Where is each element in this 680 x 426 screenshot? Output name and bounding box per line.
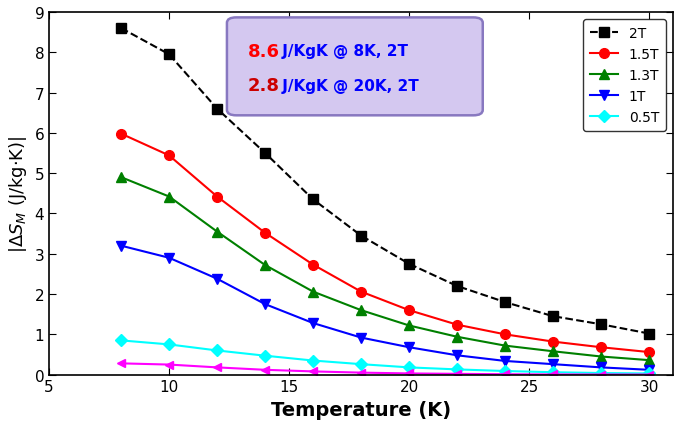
1.5T xyxy=(117,132,125,137)
1.5T xyxy=(645,350,653,355)
1.5T xyxy=(597,345,605,350)
Legend: 2T, 1.5T, 1.3T, 1T, 0.5T: 2T, 1.5T, 1.3T, 1T, 0.5T xyxy=(583,20,666,131)
0.5T xyxy=(357,362,365,367)
1.5T xyxy=(357,289,365,294)
1T xyxy=(357,335,365,340)
0.5T xyxy=(597,371,605,376)
1.5T xyxy=(405,308,413,313)
0.5T xyxy=(645,371,653,376)
Text: 2.8: 2.8 xyxy=(248,77,279,95)
Text: J/KgK @ 20K, 2T: J/KgK @ 20K, 2T xyxy=(277,79,420,94)
1T xyxy=(645,367,653,372)
Line: 0.5T: 0.5T xyxy=(117,337,653,378)
1.5T xyxy=(309,262,317,268)
1.3T xyxy=(501,343,509,348)
FancyBboxPatch shape xyxy=(227,18,483,116)
2T xyxy=(213,107,221,112)
Line: 1T: 1T xyxy=(116,241,654,375)
1.3T xyxy=(117,175,125,180)
0.5T xyxy=(453,367,461,372)
Line: 2T: 2T xyxy=(116,24,654,339)
2T xyxy=(165,52,173,58)
1T xyxy=(453,353,461,358)
0.5T xyxy=(213,348,221,353)
1T xyxy=(165,256,173,261)
1.5T xyxy=(261,231,269,236)
1T xyxy=(501,359,509,364)
0.5T xyxy=(165,342,173,347)
0.5T xyxy=(501,368,509,374)
1.5T xyxy=(213,195,221,200)
2T xyxy=(261,151,269,156)
1T xyxy=(309,321,317,326)
1T xyxy=(261,302,269,307)
Text: J/KgK @ 8K, 2T: J/KgK @ 8K, 2T xyxy=(277,44,409,59)
2T xyxy=(405,262,413,267)
1.3T xyxy=(309,289,317,294)
1.3T xyxy=(549,349,557,354)
2T xyxy=(309,197,317,202)
1T xyxy=(597,365,605,370)
0.5T xyxy=(549,370,557,375)
0.5T xyxy=(117,338,125,343)
1T xyxy=(117,244,125,249)
1.3T xyxy=(213,230,221,235)
2T xyxy=(453,284,461,289)
1T xyxy=(549,362,557,367)
Line: 1.3T: 1.3T xyxy=(116,173,654,365)
1.5T xyxy=(501,332,509,337)
2T xyxy=(645,331,653,336)
1.3T xyxy=(165,195,173,200)
2T xyxy=(549,314,557,319)
2T xyxy=(117,26,125,32)
1T xyxy=(405,345,413,350)
0.5T xyxy=(309,358,317,363)
1.3T xyxy=(405,323,413,328)
1.3T xyxy=(645,358,653,363)
1.5T xyxy=(165,153,173,158)
2T xyxy=(597,322,605,327)
0.5T xyxy=(261,353,269,358)
2T xyxy=(357,233,365,239)
1.5T xyxy=(453,322,461,328)
1T xyxy=(213,276,221,282)
X-axis label: Temperature (K): Temperature (K) xyxy=(271,400,451,419)
0.5T xyxy=(405,365,413,370)
Line: 1.5T: 1.5T xyxy=(116,130,654,357)
1.3T xyxy=(453,334,461,340)
Text: 8.6: 8.6 xyxy=(248,43,279,60)
1.3T xyxy=(597,354,605,359)
Y-axis label: $|\Delta S_M\ \mathrm{(J/kg{\cdot}K)}|$: $|\Delta S_M\ \mathrm{(J/kg{\cdot}K)}|$ xyxy=(7,135,29,253)
2T xyxy=(501,300,509,305)
1.5T xyxy=(549,339,557,344)
1.3T xyxy=(357,308,365,313)
1.3T xyxy=(261,263,269,268)
